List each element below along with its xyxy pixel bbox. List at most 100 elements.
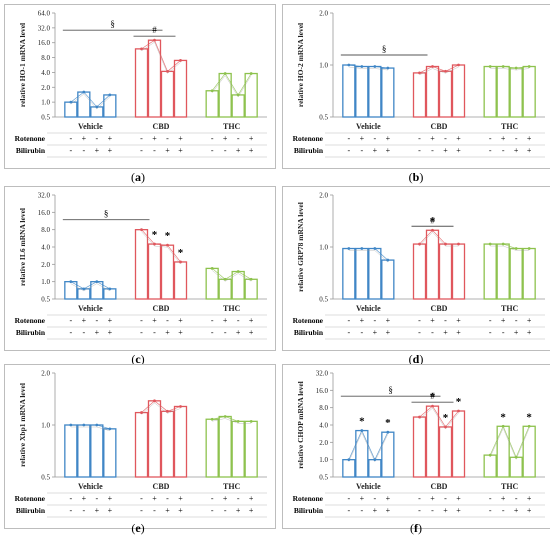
bar xyxy=(231,420,245,478)
rotenone-sign: - xyxy=(373,316,376,325)
y-tick-label: 0.5 xyxy=(319,114,328,122)
bilirubin-sign: - xyxy=(224,146,227,155)
rotenone-sign: - xyxy=(444,134,447,143)
y-tick-label: 1.0 xyxy=(41,99,50,107)
rotenone-sign: + xyxy=(386,316,391,325)
y-tick-label: 8.0 xyxy=(319,404,328,412)
rotenone-sign: + xyxy=(430,134,435,143)
replicate-line xyxy=(211,72,252,96)
rotenone-sign: - xyxy=(489,494,492,503)
data-point xyxy=(108,287,112,291)
rotenone-sign: - xyxy=(95,316,98,325)
bar xyxy=(381,67,395,118)
bilirubin-sign: - xyxy=(69,506,72,515)
data-point xyxy=(514,66,518,70)
panel-e: 0.5 1.0 2.0 relative Xbp1 mRNA level Vehicle… xyxy=(4,364,276,529)
bilirubin-sign: + xyxy=(178,146,183,155)
significance-star: * xyxy=(178,247,184,259)
bar xyxy=(412,243,427,300)
rotenone-sign: + xyxy=(527,494,532,503)
data-point xyxy=(488,242,492,246)
data-point xyxy=(444,242,447,246)
chart-d: 0.5 1.0 2.0 relative GRP78 mRNA level *# Vehi… xyxy=(293,192,545,340)
bilirubin-sign: - xyxy=(489,506,492,515)
bilirubin-sign: + xyxy=(456,328,461,337)
rotenone-label: Rotenone xyxy=(15,134,46,143)
y-tick-label: 8.0 xyxy=(41,54,50,62)
rotenone-sign: - xyxy=(489,316,492,325)
data-point xyxy=(179,405,182,408)
replicate-line xyxy=(348,431,389,463)
data-point xyxy=(386,430,390,434)
data-point xyxy=(527,65,531,68)
significance-star: * xyxy=(526,411,532,423)
rotenone-sign: + xyxy=(527,316,532,325)
significance-symbol: § xyxy=(382,44,387,54)
bilirubin-sign: - xyxy=(360,328,363,337)
bilirubin-sign: + xyxy=(527,146,532,155)
bar xyxy=(438,70,453,118)
rotenone-sign: - xyxy=(211,134,214,143)
y-tick-label: 8.0 xyxy=(41,226,50,234)
data-point xyxy=(501,242,505,246)
rotenone-sign: + xyxy=(82,494,87,503)
y-tick-label: 16.0 xyxy=(38,39,51,47)
replicate-line xyxy=(141,231,181,265)
rotenone-sign: - xyxy=(373,134,376,143)
replicate-line xyxy=(70,281,111,290)
significance-star: * xyxy=(165,230,171,242)
y-axis-label: relative IL6 mRNA level xyxy=(18,208,27,286)
rotenone-sign: + xyxy=(430,316,435,325)
replicate-line xyxy=(490,66,530,69)
y-tick-label: 0.5 xyxy=(41,114,50,122)
bar xyxy=(147,243,162,300)
bilirubin-sign: + xyxy=(249,506,254,515)
bilirubin-sign: - xyxy=(211,328,214,337)
data-point xyxy=(153,399,156,403)
rotenone-sign: + xyxy=(249,134,254,143)
y-tick-label: 1.0 xyxy=(41,422,50,430)
rotenone-sign: + xyxy=(223,316,228,325)
bar xyxy=(160,244,175,300)
significance-symbol: § xyxy=(388,385,393,395)
rotenone-sign: + xyxy=(82,316,87,325)
bilirubin-sign: + xyxy=(373,328,378,337)
replicate-line xyxy=(141,39,181,72)
y-tick-label: 1.0 xyxy=(319,62,328,70)
replicate-line xyxy=(490,245,530,251)
bar xyxy=(134,229,149,300)
bar xyxy=(244,278,258,300)
rotenone-sign: + xyxy=(82,134,87,143)
bar xyxy=(134,411,149,478)
y-tick-label: 64.0 xyxy=(38,10,51,18)
rotenone-sign: - xyxy=(347,134,350,143)
bilirubin-sign: - xyxy=(224,506,227,515)
bilirubin-sign: + xyxy=(95,146,100,155)
bar xyxy=(412,416,427,478)
y-tick-label: 2.0 xyxy=(319,192,328,200)
rotenone-sign: - xyxy=(69,494,72,503)
data-point xyxy=(444,69,447,73)
data-point xyxy=(347,458,351,462)
group-label: Vehicle xyxy=(78,482,103,491)
caption-e: (e) xyxy=(131,521,145,535)
replicate-line xyxy=(419,229,459,245)
replicate-line xyxy=(490,243,530,249)
significance-symbol: § xyxy=(104,209,109,219)
chart-e: 0.5 1.0 2.0 relative Xbp1 mRNA level Vehicle… xyxy=(15,370,267,518)
bar xyxy=(160,410,175,478)
significance-star: * xyxy=(456,396,462,408)
group-label: CBD xyxy=(153,482,170,491)
data-point xyxy=(347,63,351,67)
bar xyxy=(342,247,356,300)
caption-c: (c) xyxy=(131,352,145,366)
data-point xyxy=(140,228,143,232)
chart-f: 0.5 1.0 2.0 4.0 8.0 16.0 32.0 relative CHOP mRN… xyxy=(293,370,545,518)
bar xyxy=(342,459,356,478)
data-point xyxy=(360,429,364,432)
rotenone-label: Rotenone xyxy=(293,494,324,503)
replicate-line xyxy=(348,250,388,263)
bilirubin-label: Bilirubin xyxy=(16,506,46,515)
data-point xyxy=(488,453,492,457)
data-point xyxy=(431,65,434,68)
